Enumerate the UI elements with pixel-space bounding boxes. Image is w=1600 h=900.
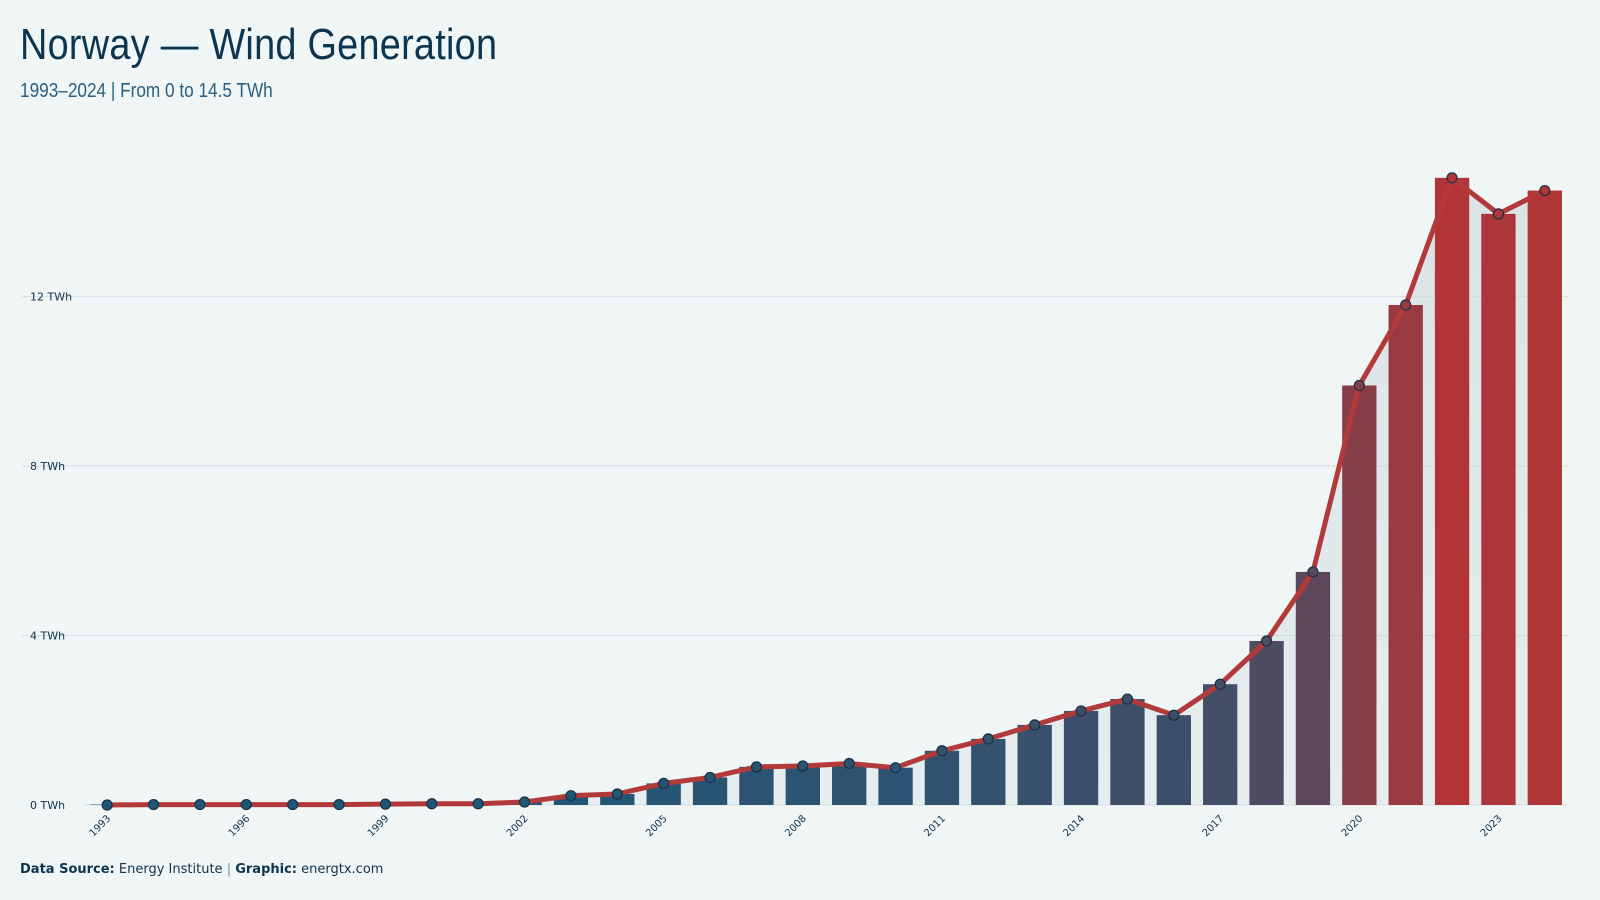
- x-tick-label: 2017: [1201, 813, 1227, 839]
- x-tick-label: 2023: [1479, 813, 1505, 839]
- data-point: [889, 762, 902, 774]
- data-point: [658, 777, 670, 789]
- data-point: [1214, 678, 1226, 690]
- data-point: [1446, 172, 1458, 184]
- data-point: [750, 761, 763, 773]
- y-tick-label: 12 TWh: [30, 291, 72, 304]
- bar: [832, 763, 867, 805]
- bar: [646, 783, 681, 805]
- bar: [1063, 710, 1099, 805]
- data-point: [287, 798, 299, 811]
- bar: [1434, 177, 1470, 806]
- data-point: [1492, 208, 1505, 220]
- data-point: [379, 798, 392, 810]
- y-tick-label: 8 TWh: [30, 460, 65, 473]
- bar: [1481, 213, 1516, 805]
- data-point: [472, 798, 484, 810]
- trend-line: [101, 172, 1551, 811]
- chart-subtitle: 1993–2024 | From 0 to 14.5 TWh: [20, 80, 273, 102]
- data-point: [1307, 566, 1319, 578]
- bar: [1342, 385, 1377, 805]
- graphic-value: energtx.com: [301, 862, 384, 877]
- x-tick-label: 1999: [366, 813, 392, 839]
- bar: [739, 766, 774, 805]
- data-point: [1353, 379, 1365, 392]
- x-tick-label: 2020: [1340, 813, 1366, 839]
- x-tick-label: 2005: [644, 813, 670, 839]
- bar: [1388, 304, 1423, 805]
- data-point: [147, 798, 160, 811]
- data-point: [1121, 693, 1134, 705]
- bar: [1203, 684, 1238, 805]
- bar: [1156, 715, 1191, 805]
- chart-title: Norway — Wind Generation: [20, 20, 498, 69]
- data-point: [1400, 299, 1412, 311]
- footer-separator: |: [226, 862, 232, 877]
- data-point: [1260, 635, 1273, 647]
- data-point: [1539, 184, 1551, 197]
- bar: [1110, 699, 1145, 805]
- data-point: [704, 771, 716, 784]
- bar: [1527, 190, 1562, 805]
- x-tick-label: 1993: [88, 813, 114, 839]
- x-tick-label: 2008: [783, 813, 809, 839]
- source-label: Data Source:: [20, 862, 115, 877]
- data-point: [843, 757, 855, 770]
- data-point: [982, 733, 994, 745]
- data-point: [101, 799, 113, 811]
- x-tick-label: 1996: [227, 813, 253, 839]
- data-point: [240, 798, 252, 811]
- y-tick-label: 4 TWh: [30, 630, 65, 643]
- x-tick-label: 2011: [922, 813, 948, 839]
- data-point: [1029, 719, 1041, 731]
- footer: Data Source: Energy Institute | Graphic:…: [20, 862, 383, 877]
- bar: [924, 750, 960, 805]
- data-point: [565, 790, 577, 802]
- data-point: [611, 788, 623, 800]
- source-value: Energy Institute: [118, 862, 223, 877]
- data-point: [333, 798, 345, 811]
- trend-line-path: [104, 175, 1548, 808]
- graphic-label: Graphic:: [235, 862, 297, 877]
- data-point: [1075, 705, 1087, 717]
- bar: [971, 738, 1006, 805]
- bar: [1017, 724, 1052, 805]
- x-tick-label: 2014: [1061, 813, 1087, 839]
- data-point: [194, 798, 206, 811]
- bar: [785, 766, 820, 805]
- x-tick-label: 2002: [505, 813, 531, 839]
- data-point: [426, 798, 438, 810]
- data-point: [518, 796, 531, 808]
- bar: [1249, 641, 1284, 805]
- data-point: [1168, 709, 1180, 721]
- bar: [878, 767, 913, 805]
- data-point: [936, 745, 948, 757]
- bar: [1295, 571, 1331, 805]
- y-tick-label: 0 TWh: [30, 799, 65, 812]
- data-point: [797, 760, 809, 772]
